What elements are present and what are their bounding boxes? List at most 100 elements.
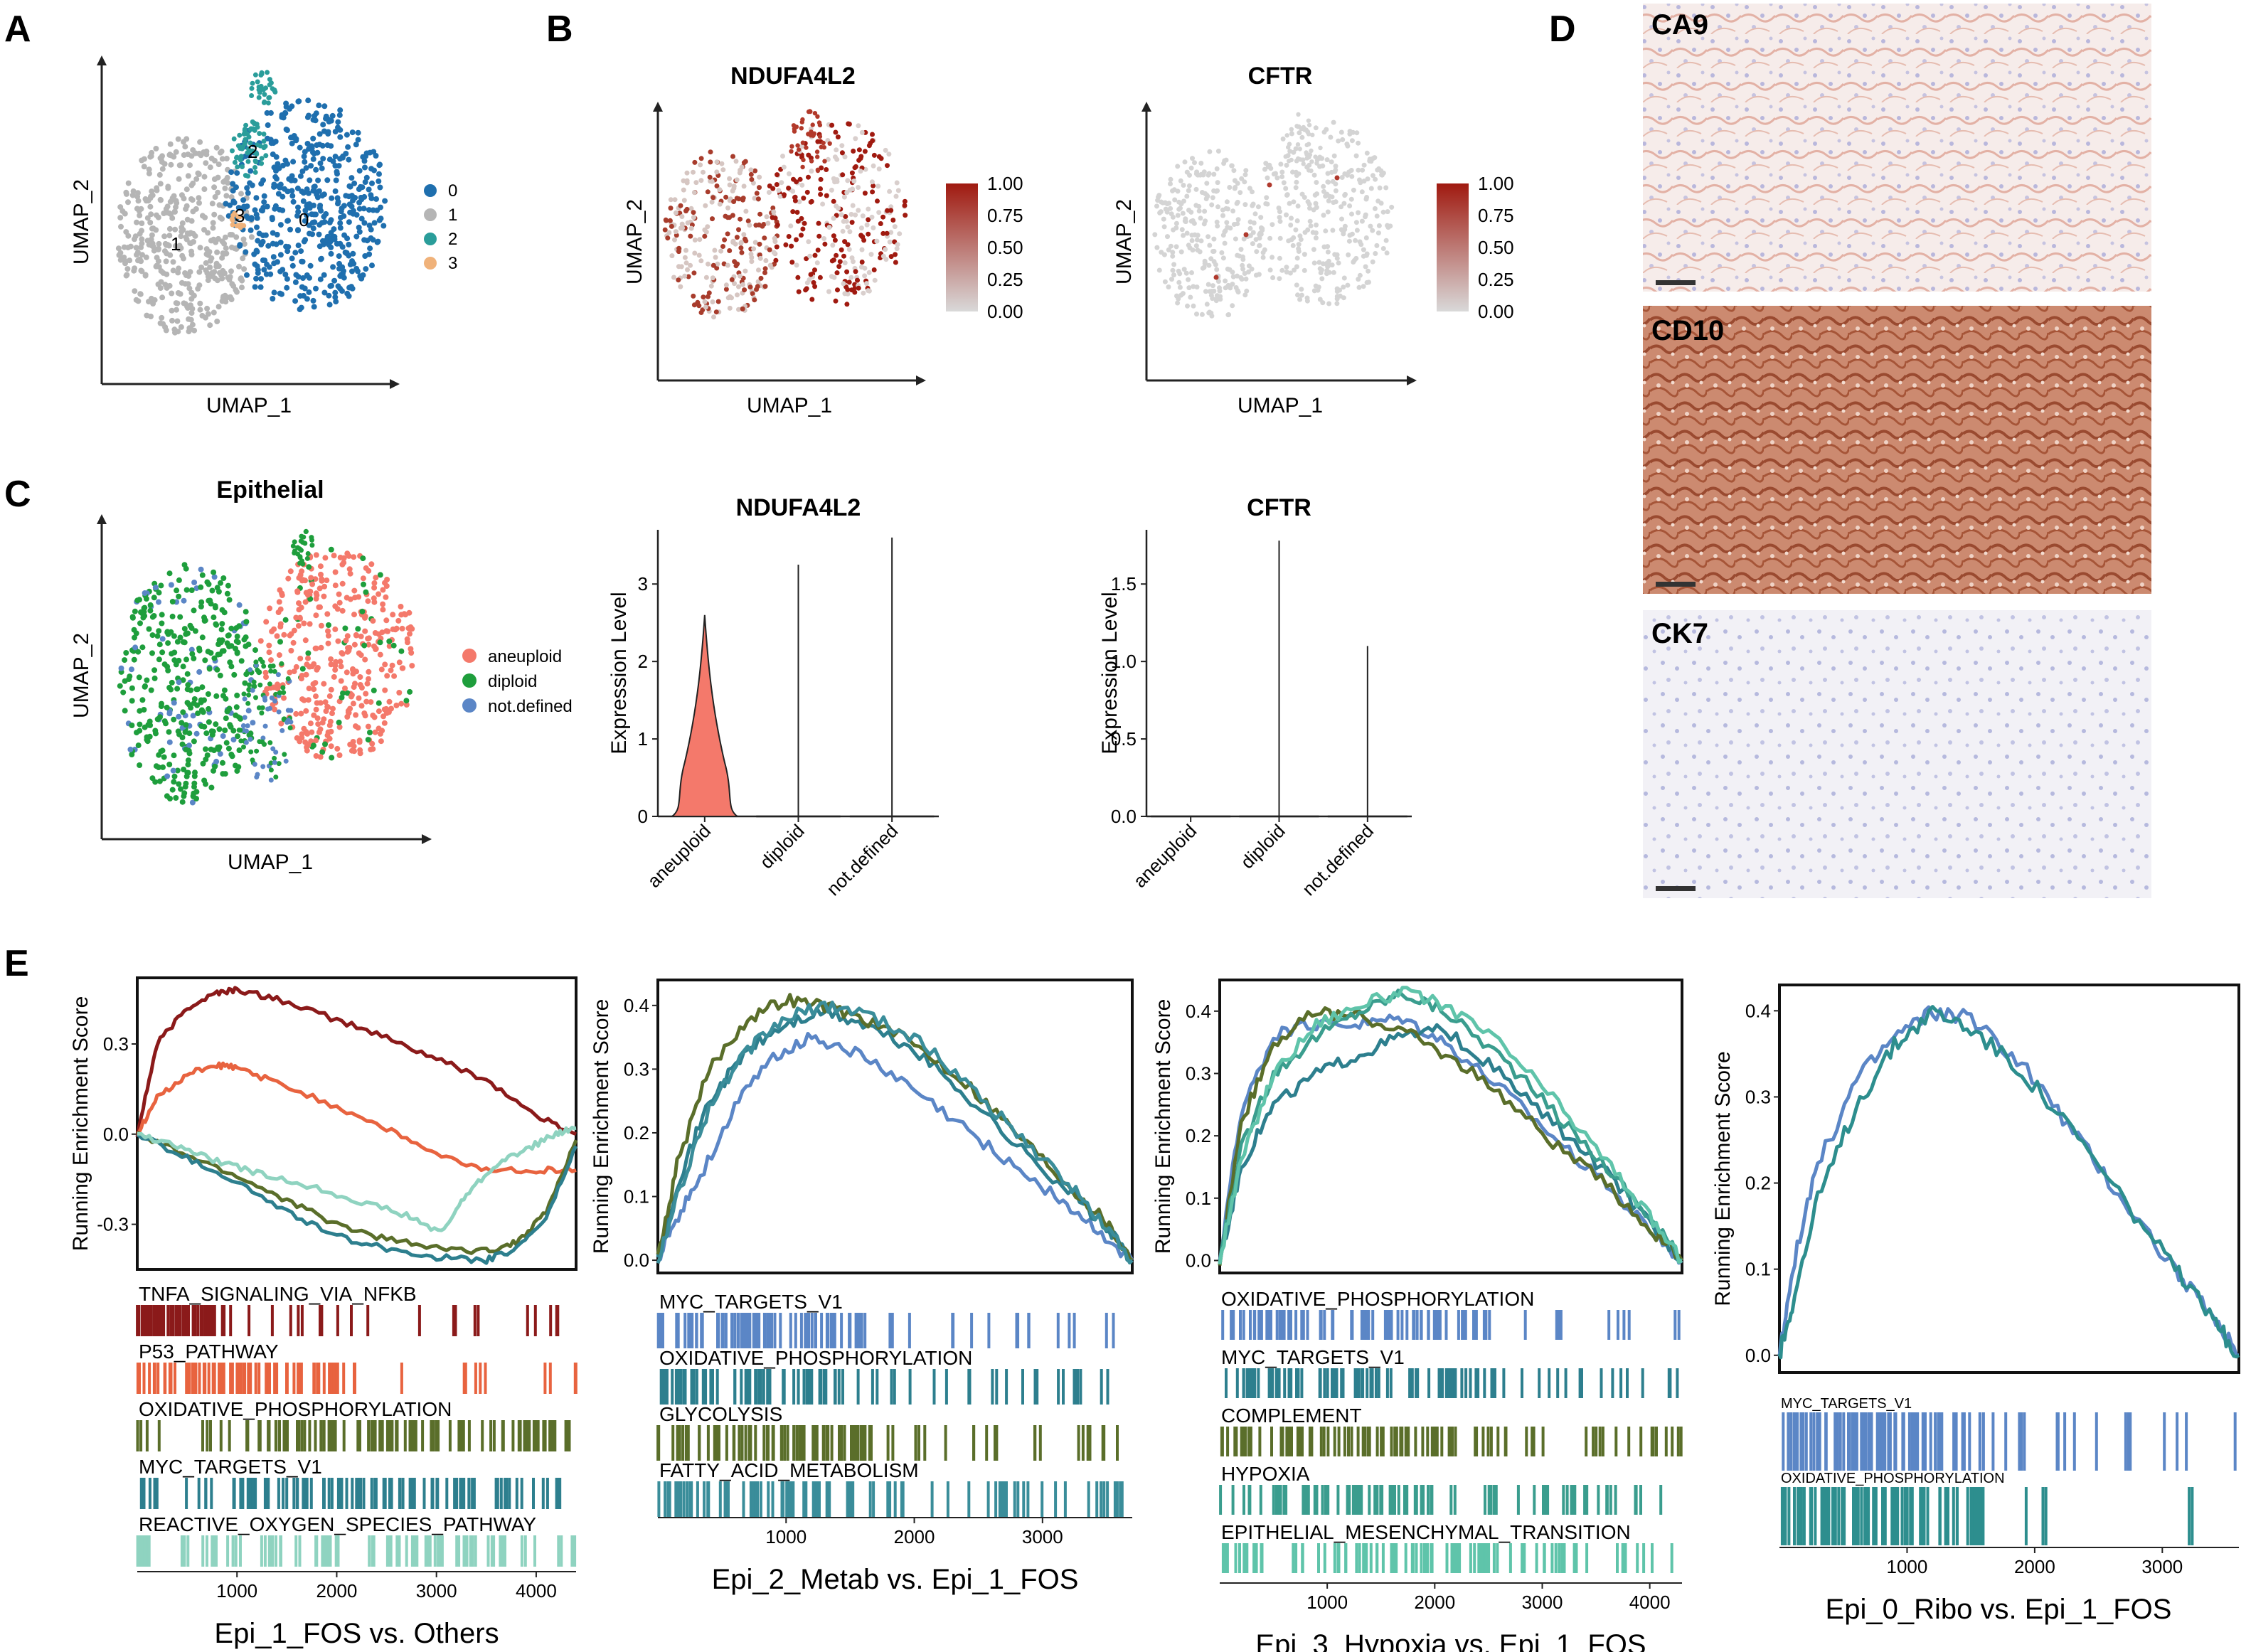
umap-point <box>155 246 161 252</box>
umap-point <box>1215 180 1220 186</box>
umap-point <box>1242 172 1248 178</box>
umap-point <box>667 218 673 223</box>
umap-point <box>738 245 744 251</box>
gsea-xtick-label: 3000 <box>416 1580 457 1602</box>
umap-point <box>233 234 240 240</box>
umap-point <box>714 159 720 165</box>
umap-a-points <box>115 70 388 336</box>
umap-point <box>366 186 372 193</box>
umap-point <box>311 686 317 693</box>
umap-point <box>215 589 222 595</box>
gsea-xtick-label: 2000 <box>2014 1556 2055 1577</box>
gsea-curve <box>137 1125 577 1232</box>
umap-point <box>331 553 337 559</box>
umap-point <box>393 703 400 708</box>
umap-point <box>169 317 175 324</box>
umap-point <box>366 641 372 648</box>
umap-point <box>173 661 179 668</box>
umap-point <box>764 214 770 220</box>
umap-point <box>184 216 191 223</box>
umap-point <box>389 662 395 668</box>
umap-point <box>1168 181 1173 186</box>
umap-point <box>1211 236 1217 242</box>
umap-point <box>294 213 300 219</box>
umap-point <box>357 750 363 757</box>
umap-point <box>807 109 812 114</box>
gsea-geneset-name: FATTY_ACID_METABOLISM <box>659 1459 919 1481</box>
umap-point <box>335 119 341 125</box>
gsea-xtick-label: 2000 <box>1414 1592 1455 1613</box>
colorbar-tick: 0.00 <box>1478 301 1514 322</box>
umap-point <box>743 208 749 214</box>
umap-point <box>382 198 388 204</box>
umap-point <box>383 583 390 589</box>
umap-point <box>1286 144 1291 150</box>
umap-point <box>303 165 309 171</box>
umap-point <box>1349 138 1355 144</box>
umap-point <box>242 715 248 720</box>
gsea-geneset-name: OXIDATIVE_PHOSPHORYLATION <box>659 1347 972 1369</box>
umap-point <box>118 223 124 230</box>
umap-point <box>176 713 182 720</box>
umap-point <box>709 178 715 184</box>
umap-point <box>179 799 186 805</box>
umap-point <box>850 186 856 192</box>
umap-point <box>1210 249 1215 254</box>
umap-point <box>292 177 298 183</box>
umap-point <box>198 707 205 713</box>
umap-point <box>1341 275 1347 281</box>
umap-point <box>139 610 146 617</box>
umap-point <box>770 215 775 220</box>
umap-point <box>821 236 827 241</box>
umap-point <box>139 236 145 243</box>
umap-point <box>336 599 343 606</box>
umap-point <box>199 572 206 578</box>
umap-point <box>1331 270 1336 275</box>
umap-point <box>306 564 312 570</box>
umap-point <box>851 178 857 184</box>
umap-point <box>243 137 248 142</box>
umap-point <box>1263 201 1269 206</box>
umap-point <box>335 283 341 289</box>
umap-point <box>188 646 195 653</box>
umap-point <box>1336 138 1341 144</box>
umap-point <box>371 599 378 605</box>
umap-point <box>174 639 181 645</box>
umap-point <box>215 304 222 310</box>
umap-point <box>253 195 260 201</box>
umap-point <box>1314 161 1319 166</box>
umap-point <box>895 242 900 247</box>
umap-point <box>138 244 144 250</box>
umap-point <box>702 227 708 233</box>
umap-point <box>1190 247 1196 253</box>
umap-point <box>169 215 176 221</box>
umap-point <box>207 257 213 264</box>
umap-point <box>176 243 183 249</box>
umap-point <box>291 627 297 634</box>
umap-point <box>165 183 171 190</box>
umap-point <box>725 231 730 237</box>
umap-point <box>282 617 289 623</box>
umap-point <box>241 636 248 643</box>
umap-point <box>848 275 854 280</box>
umap-point <box>330 705 336 712</box>
umap-point <box>772 235 777 241</box>
umap-point <box>386 643 393 649</box>
umap-point <box>232 211 238 216</box>
umap-point <box>328 656 334 662</box>
umap-point <box>1235 252 1240 258</box>
umap-point <box>260 208 265 214</box>
colorbar-left-ticks: 1.00 0.75 0.50 0.25 0.00 <box>987 173 1023 322</box>
umap-point <box>148 295 154 302</box>
umap-point <box>818 176 824 182</box>
umap-point <box>1166 201 1172 206</box>
umap-point <box>345 144 351 150</box>
umap-point <box>1338 129 1344 135</box>
umap-point <box>858 225 864 231</box>
umap-point <box>284 276 290 282</box>
umap-point <box>870 138 875 144</box>
umap-point <box>1194 284 1200 290</box>
umap-point <box>193 686 200 693</box>
